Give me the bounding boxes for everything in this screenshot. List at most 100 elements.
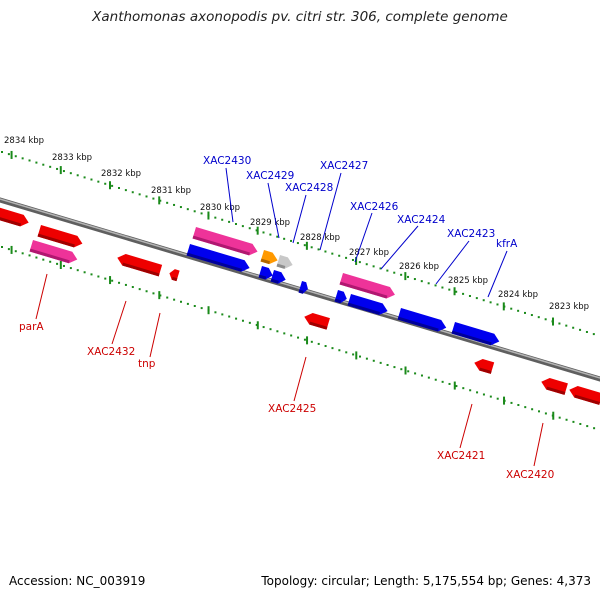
upper-scale-dot <box>310 246 313 249</box>
reverse-gene-label[interactable]: XAC2421 <box>437 450 485 462</box>
gene-arrow <box>37 225 83 248</box>
upper-scale-dot <box>372 265 375 268</box>
lower-scale-dot <box>565 418 568 421</box>
upper-scale-dot <box>386 269 389 272</box>
lower-scale-dot <box>407 370 410 373</box>
upper-scale-dot <box>290 239 293 242</box>
lower-scale-dot <box>544 412 547 415</box>
forward-gene-label[interactable]: XAC2428 <box>285 182 333 194</box>
upper-scale-dot <box>173 203 176 206</box>
lower-scale-dot <box>338 349 341 352</box>
forward-gene-label[interactable]: XAC2430 <box>203 155 251 167</box>
lower-scale-dot <box>124 283 127 286</box>
reverse-gene-label[interactable]: XAC2432 <box>87 346 135 358</box>
gene-arrow <box>260 250 278 265</box>
upper-scale-dot <box>427 282 430 285</box>
lower-scale-tick <box>306 336 309 345</box>
lower-scale-dot <box>489 395 492 398</box>
upper-scale-dot <box>276 235 279 238</box>
upper-scale-dot <box>524 311 527 314</box>
lower-scale-dot <box>173 298 176 301</box>
lower-scale-tick <box>453 381 456 390</box>
forward-callout-line <box>354 212 373 263</box>
accession-label: Accession: NC_003919 <box>9 574 146 588</box>
gene-arrow <box>339 273 395 299</box>
lower-scale-tick <box>503 396 506 405</box>
lower-scale-dot <box>111 279 114 282</box>
gene-arrow <box>304 313 330 330</box>
lower-scale-dot <box>221 313 224 316</box>
kbp-label: 2823 kbp <box>549 302 589 312</box>
upper-scale-dot <box>413 278 416 281</box>
upper-scale-dot <box>1 151 3 153</box>
kbp-label: 2831 kbp <box>151 186 191 196</box>
gene-arrow <box>270 270 286 284</box>
upper-scale-dot <box>572 326 575 329</box>
upper-scale-dot <box>462 292 465 295</box>
forward-gene-label[interactable]: XAC2429 <box>246 170 294 182</box>
genome-title: Xanthomonas axonopodis pv. citri str. 30… <box>92 9 508 25</box>
lower-scale-dot <box>400 368 403 371</box>
lower-scale-dot <box>255 323 258 326</box>
reverse-callout-line <box>149 312 161 358</box>
reverse-gene-label[interactable]: tnp <box>138 358 156 370</box>
kbp-label: 2827 kbp <box>349 248 389 258</box>
upper-scale-dot <box>269 233 272 236</box>
reverse-gene-label[interactable]: parA <box>19 321 44 333</box>
upper-scale-dot <box>7 153 10 156</box>
forward-gene-label[interactable]: XAC2426 <box>350 201 399 213</box>
lower-scale-dot <box>76 269 79 272</box>
upper-scale-dot <box>83 176 86 179</box>
forward-gene-label[interactable]: XAC2424 <box>397 214 446 226</box>
forward-gene-label[interactable]: kfrA <box>496 238 518 250</box>
gene-arrow <box>117 254 163 277</box>
lower-scale-dot <box>593 427 596 430</box>
lower-scale-tick <box>355 351 358 360</box>
upper-scale-dot <box>365 263 368 266</box>
upper-scale-dot <box>544 318 547 321</box>
lower-scale-dot <box>331 347 334 350</box>
lower-scale-dot <box>448 382 451 385</box>
forward-gene-label[interactable]: XAC2423 <box>447 228 495 240</box>
lower-scale-dot <box>579 422 582 425</box>
upper-scale-dot <box>296 242 299 245</box>
upper-scale-dot <box>186 208 189 211</box>
lower-scale-dot <box>241 319 244 322</box>
forward-gene-label[interactable]: XAC2427 <box>320 160 368 172</box>
lower-scale-dot <box>414 372 417 375</box>
reverse-gene-label[interactable]: XAC2420 <box>506 469 554 481</box>
upper-scale-dot <box>592 333 595 336</box>
lower-scale-dot <box>455 385 458 388</box>
lower-scale-dot <box>359 355 362 358</box>
lower-scale-dot <box>152 292 155 295</box>
lower-scale-dot <box>200 307 203 310</box>
upper-scale-dot <box>234 222 237 225</box>
upper-scale-dot <box>510 307 513 310</box>
upper-scale-dot <box>138 193 141 196</box>
kbp-label: 2830 kbp <box>200 203 240 213</box>
upper-scale-dot <box>193 210 196 213</box>
kbp-label: 2828 kbp <box>300 233 340 243</box>
lower-scale-dot <box>393 366 396 369</box>
lower-scale-dot <box>510 401 513 404</box>
forward-callout-line <box>380 225 419 270</box>
upper-scale-dot <box>56 167 59 170</box>
lower-scale-dot <box>235 317 238 320</box>
lower-scale-dot <box>248 321 251 324</box>
lower-scale-dot <box>145 290 148 293</box>
lower-scale-dot <box>310 340 313 343</box>
upper-scale-dot <box>496 303 499 306</box>
lower-scale-dot <box>118 281 121 284</box>
upper-scale-dot <box>283 237 286 240</box>
gene-arrow <box>451 322 500 346</box>
upper-scale-dot <box>221 218 224 221</box>
lower-scale-dot <box>159 294 162 297</box>
upper-scale-dot <box>379 267 382 270</box>
kbp-label: 2834 kbp <box>4 136 44 146</box>
lower-scale-dot <box>35 256 38 259</box>
lower-scale-dot <box>531 408 534 411</box>
reverse-gene-label[interactable]: XAC2425 <box>268 403 316 415</box>
upper-scale-dot <box>482 299 485 302</box>
